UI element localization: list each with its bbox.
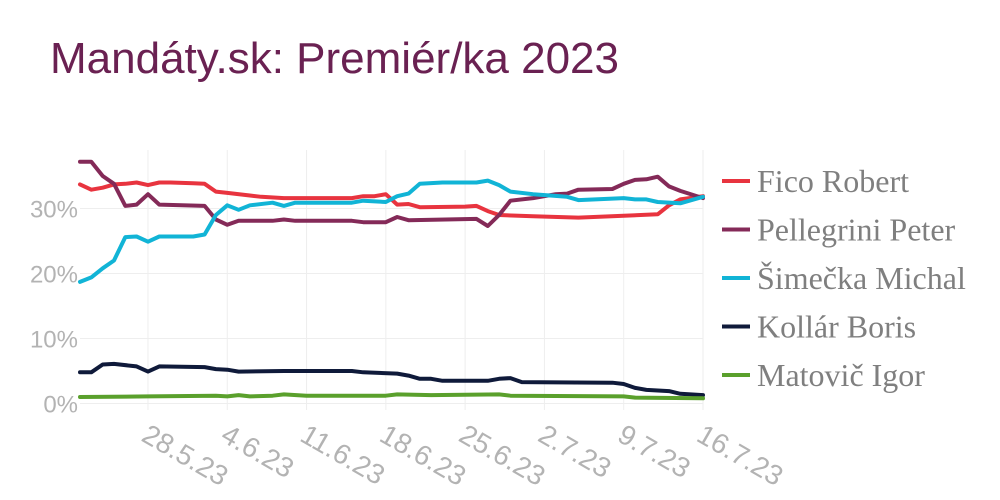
chart-title: Mandáty.sk: Premiér/ka 2023 (50, 34, 619, 83)
series-line-3 (78, 361, 705, 398)
series-line-4 (78, 392, 705, 401)
x-tick-label: 2.7.23 (533, 418, 616, 484)
y-tick-label: 30% (30, 197, 78, 224)
y-tick-label: 20% (30, 262, 78, 289)
x-tick-label: 4.6.23 (216, 418, 299, 484)
legend-label: Šimečka Michal (757, 260, 966, 296)
x-tick-label: 28.5.23 (137, 418, 233, 492)
series-line-1 (78, 159, 705, 228)
y-tick-label: 10% (30, 327, 78, 354)
x-axis: 28.5.234.6.2311.6.2318.6.2325.6.232.7.23… (137, 418, 788, 492)
legend-label: Pellegrini Peter (757, 212, 956, 248)
x-tick-label: 25.6.23 (454, 418, 550, 492)
x-tick-label: 11.6.23 (296, 418, 391, 491)
series-line-2 (78, 178, 705, 284)
series-line-0 (78, 180, 705, 220)
legend-label: Fico Robert (757, 163, 909, 199)
x-tick-label: 18.6.23 (375, 418, 471, 492)
series-lines (78, 159, 705, 401)
legend-label: Matovič Igor (757, 357, 925, 393)
y-axis: 0% 10% 20% 30% (30, 197, 78, 419)
x-tick-label: 16.7.23 (692, 418, 788, 492)
y-tick-label: 0% (43, 392, 78, 419)
x-tick-label: 9.7.23 (613, 418, 696, 484)
legend: Fico Robert Pellegrini Peter Šimečka Micha… (722, 163, 966, 393)
legend-label: Kollár Boris (757, 309, 916, 345)
